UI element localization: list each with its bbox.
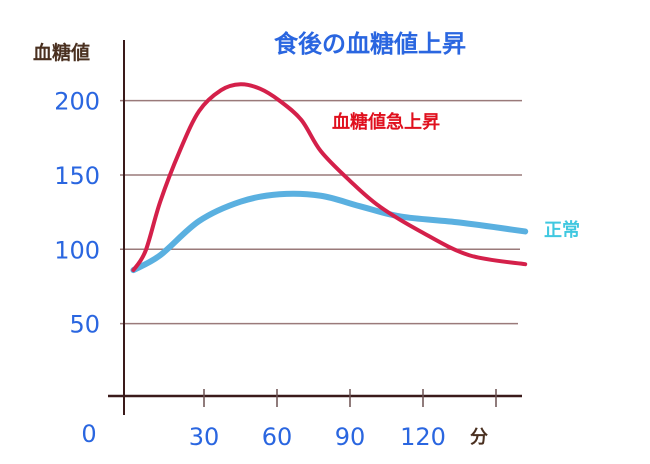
origin-label: 0 xyxy=(81,420,96,448)
y-tick-label-150: 150 xyxy=(54,162,100,190)
x-axis-unit: 分 xyxy=(470,427,488,448)
x-ticks: 30 60 90 120 xyxy=(189,389,497,451)
x-tick-label-30: 30 xyxy=(189,423,220,451)
y-tick-label-50: 50 xyxy=(69,311,100,339)
y-axis-title: 血糖値 xyxy=(33,41,90,64)
series-label-normal: 正常 xyxy=(544,219,580,241)
grid-lines xyxy=(120,99,522,325)
series-lines xyxy=(130,82,529,274)
x-tick-label-90: 90 xyxy=(335,423,366,451)
x-tick-label-60: 60 xyxy=(262,423,293,451)
chart-title: 食後の血糖値上昇 xyxy=(274,30,466,58)
series-line-spike xyxy=(131,82,528,273)
y-tick-label-200: 200 xyxy=(54,88,100,116)
series-label-spike: 血糖値急上昇 xyxy=(332,111,440,133)
y-tick-labels: 200 150 100 50 xyxy=(54,88,100,339)
x-tick-label-120: 120 xyxy=(400,423,446,451)
series-line-normal xyxy=(130,190,529,274)
y-tick-label-100: 100 xyxy=(54,236,100,264)
